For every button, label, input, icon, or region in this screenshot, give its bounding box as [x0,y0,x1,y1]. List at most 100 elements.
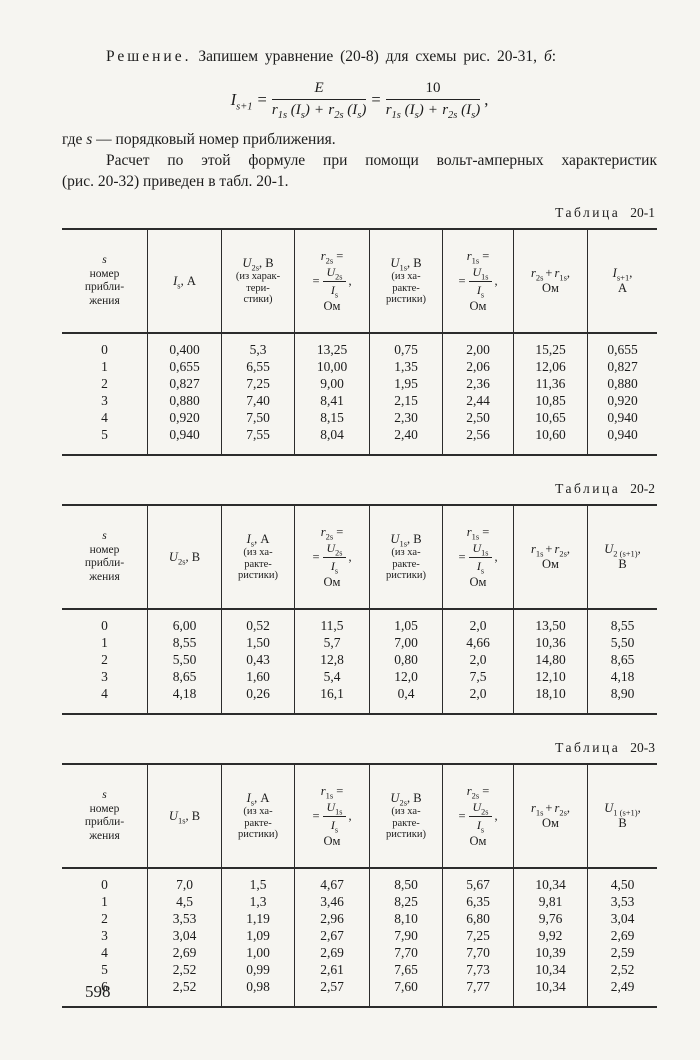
table-cell: 3 [62,392,148,409]
header-formula-fraction: = U1s Is, [458,264,497,299]
column-header: U2s, В (из харак-тери-стики) [222,230,295,334]
header-line: жения [89,829,120,842]
header-unit: Ом [469,833,487,848]
table-cell: 7,25 [222,375,295,392]
math-subscript: 2s [481,806,489,816]
table-cell: 5,50 [610,635,635,650]
paren-close: ) [361,102,367,118]
column-header: s номер прибли-жения [62,506,148,610]
math-symbol: I [330,282,335,297]
header-symbol-line: U1s, В [169,809,200,825]
table-padding [588,869,657,876]
plus-sign: + [545,266,553,280]
header-fraction: U1s Is [468,541,493,574]
header-unit-text: , В [407,256,422,271]
table-cell: 9,00 [295,375,370,392]
table-cell: 0,80 [370,651,443,668]
table-cell: 2,0 [443,685,514,702]
table-cell: 2,0 [443,617,514,634]
header-line: номер [89,267,120,280]
column-header: U1 (s+1), В [588,765,657,869]
table-cell: 0 [62,617,148,634]
table-cell: 6,80 [443,910,514,927]
column-header: r1s = = U1s Is, Ом [443,506,514,610]
table-cell: 5,7 [295,634,370,651]
table-cell: 11,36 [514,375,588,392]
I-symbol: I [352,102,358,118]
table-cell: 0,75 [370,341,443,358]
column-header: s номер прибли-жения [62,230,148,334]
table-cell: 9,81 [514,893,588,910]
math-subscript: 2 (s+1) [613,548,638,559]
header-formula-top: r1s = [321,784,344,800]
math-symbol: r [320,524,326,539]
column-header: Is, А (из ха-ракте-ристики) [222,506,295,610]
header-note-line: тери- [246,282,270,294]
I-symbol: I [466,102,472,118]
plus-sign: + [545,801,553,815]
table-cell: 1,09 [222,927,295,944]
math-symbol: r [554,266,560,280]
header-unit: Ом [469,574,487,589]
I-sub: s [300,110,305,121]
math-subscript: s+1 [616,272,630,283]
caption-number: 20-1 [630,205,655,220]
header-symbol-line: Is, А [247,791,270,808]
table-cell: 0,940 [607,410,638,425]
table-cell: 0,920 [607,393,638,408]
column-header: r1s = = U1s Is, Ом [443,230,514,334]
fraction-numerator: U2s [322,265,347,282]
table-cell: 7,65 [370,961,443,978]
table-cell: 7,25 [443,927,514,944]
math-subscript: 1s [535,807,544,818]
table-cell: 1,3 [222,893,295,910]
table-cell: 1,00 [222,944,295,961]
table-padding [148,995,222,1006]
comma: , [348,808,352,823]
math-symbol: U [472,264,482,279]
math-subscript: 1s [471,531,480,541]
table-padding [370,443,443,454]
table-padding [514,702,588,713]
table-cell: 0,940 [148,426,222,443]
table-cell: 0,880 [148,392,222,409]
table-cell: 1 [62,893,148,910]
math-symbol: I [330,817,335,832]
caption-number: 20-3 [630,740,655,755]
table-cell: 7,55 [222,426,295,443]
table-padding [443,995,514,1006]
header-note-line: ристики) [386,829,426,841]
header-line: s [102,254,107,266]
formula-comma: , [484,89,489,109]
table-padding [514,610,588,617]
math-subscript: s [334,565,339,575]
table-cell: 8,04 [295,426,370,443]
table-cell: 3,53 [610,894,635,909]
table-cell: 6,55 [222,358,295,375]
header-formula-top: r2s = [320,524,344,541]
table-cell: 2,96 [295,910,370,927]
column-header: r2s + r1s, Ом [514,230,588,334]
table-cell: 13,50 [514,617,588,634]
math-subscript: 2s [559,548,567,559]
r-symbol: r [385,102,392,118]
header-unit: Ом [542,281,559,295]
table-padding [62,869,148,876]
table-cell: 2,69 [148,944,222,961]
table-cell: 0,920 [148,409,222,426]
table-padding [295,869,370,876]
math-subscript: s [250,797,255,808]
equals-sign: = [482,248,490,263]
table-cell: 4 [62,409,148,426]
math-symbol: I [246,532,251,547]
table-padding [148,610,222,617]
header-note-line: (из ха- [391,806,421,818]
r-sub: 2s [334,110,344,121]
header-unit-text: , В [407,532,422,547]
r-sub: 1s [277,110,288,121]
table-cell: 6,35 [443,893,514,910]
column-header: r1s + r2s, Ом [514,765,588,869]
table-cell: 0,99 [222,961,295,978]
table-padding [295,995,370,1006]
